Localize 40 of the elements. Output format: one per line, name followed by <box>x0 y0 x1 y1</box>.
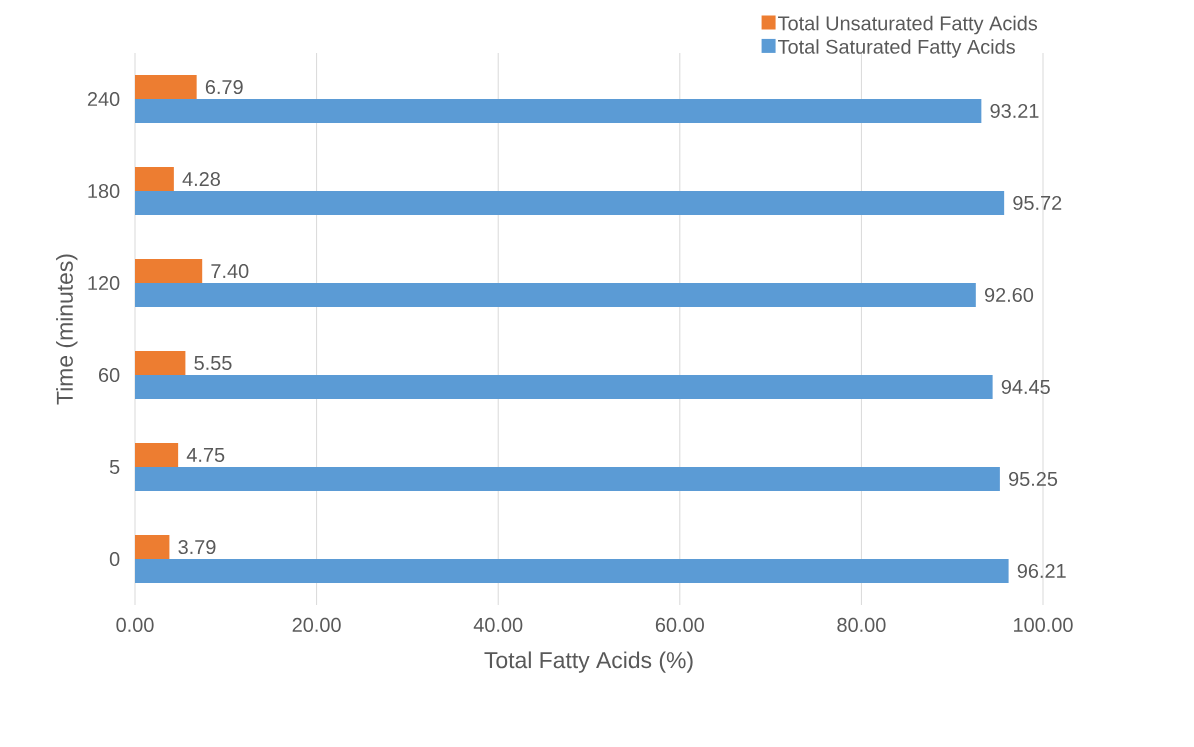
legend-label: Total Saturated Fatty Acids <box>778 39 1015 58</box>
bar <box>135 443 179 467</box>
bar <box>135 99 982 123</box>
data-label: 96.21 <box>1017 563 1066 579</box>
y-tick-label: 120 <box>88 275 120 291</box>
data-label: 5.55 <box>194 356 232 370</box>
y-axis-title: Time (minutes) <box>56 254 78 405</box>
data-label: 4.28 <box>182 171 220 187</box>
y-tick-label: 5 <box>109 460 120 474</box>
bar <box>135 535 170 559</box>
x-tick-label: 0.00 <box>116 617 154 632</box>
data-label: 94.45 <box>1001 379 1050 395</box>
data-label: 93.21 <box>990 103 1039 119</box>
data-label: 95.72 <box>1013 195 1062 211</box>
bar <box>135 259 203 283</box>
bar <box>135 375 993 399</box>
bar <box>135 283 976 307</box>
data-label: 95.25 <box>1009 471 1058 487</box>
x-tick-label: 80.00 <box>837 617 886 632</box>
bar <box>135 75 197 99</box>
y-tick-label: 180 <box>88 183 120 199</box>
bar <box>135 351 186 375</box>
bar <box>135 467 1000 491</box>
bar <box>135 191 1005 215</box>
y-tick-label: 60 <box>99 367 120 383</box>
x-tick-label: 60.00 <box>655 617 704 632</box>
data-label: 6.79 <box>205 79 243 95</box>
data-label: 92.60 <box>984 287 1034 303</box>
data-label: 4.75 <box>186 448 225 462</box>
x-axis-title: Total Fatty Acids (%) <box>484 651 693 673</box>
x-tick-label: 20.00 <box>292 617 341 632</box>
y-tick-label: 0 <box>109 551 120 567</box>
legend-label: Total Unsaturated Fatty Acids <box>778 15 1038 35</box>
data-label: 3.79 <box>178 540 216 555</box>
x-tick-label: 100.00 <box>1014 617 1073 632</box>
y-tick-label: 240 <box>87 91 120 107</box>
data-label: 7.40 <box>211 264 249 279</box>
bar <box>135 167 174 191</box>
bar <box>135 559 1009 583</box>
x-tick-label: 40.00 <box>473 617 523 632</box>
